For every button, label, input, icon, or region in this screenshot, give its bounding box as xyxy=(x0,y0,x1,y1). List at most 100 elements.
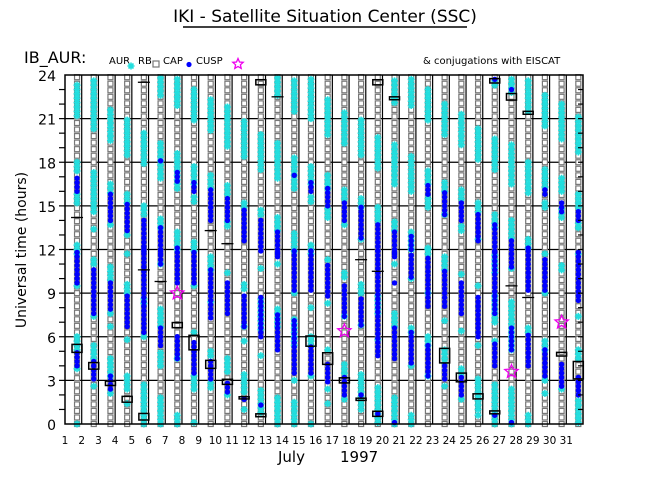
rb-marker xyxy=(241,244,248,251)
rb-marker xyxy=(90,329,97,336)
day-column-25 xyxy=(472,74,484,428)
cap-marker xyxy=(141,290,147,296)
rb-marker xyxy=(207,322,214,329)
cap-marker xyxy=(258,325,264,331)
rb-marker xyxy=(441,93,448,100)
cap-marker xyxy=(375,335,381,341)
cap-marker xyxy=(91,280,97,286)
aur-marker xyxy=(207,347,215,355)
rb-marker xyxy=(174,132,181,140)
cap-marker xyxy=(308,348,314,354)
rb-marker xyxy=(558,355,565,362)
cap-marker xyxy=(375,287,381,293)
rb-marker xyxy=(441,139,448,146)
aur-marker xyxy=(140,202,148,210)
cap-marker xyxy=(74,262,80,269)
aur-marker xyxy=(524,235,532,243)
aur-marker xyxy=(324,385,332,393)
day-column-8 xyxy=(188,74,200,428)
cap-marker xyxy=(107,204,114,211)
rb-marker xyxy=(491,113,498,120)
aur-marker xyxy=(391,260,399,268)
cap-marker xyxy=(124,297,130,304)
rb-marker xyxy=(341,87,348,94)
cap-marker xyxy=(341,287,348,293)
cap-marker xyxy=(174,347,180,353)
rb-marker xyxy=(424,381,432,388)
rb-marker xyxy=(207,231,214,238)
rb-marker xyxy=(90,244,97,251)
cap-marker xyxy=(408,329,414,336)
rb-marker xyxy=(541,237,549,244)
cap-marker xyxy=(208,288,214,295)
cap-marker xyxy=(358,300,364,307)
rb-marker xyxy=(357,159,365,166)
cap-marker xyxy=(124,319,130,325)
rb-marker xyxy=(140,355,147,362)
rb-marker xyxy=(257,87,264,94)
day-column-11 xyxy=(238,74,250,428)
cap-marker xyxy=(241,323,247,330)
cap-marker xyxy=(141,316,147,322)
cap-marker xyxy=(191,344,197,350)
aur-marker xyxy=(223,182,231,190)
rb-marker xyxy=(124,172,131,179)
rb-marker xyxy=(558,87,565,94)
cap-marker xyxy=(191,254,197,260)
rb-marker xyxy=(241,159,248,166)
cap-marker xyxy=(157,338,164,344)
cap-marker xyxy=(191,357,197,363)
cap-marker xyxy=(191,271,197,277)
rb-marker xyxy=(324,237,331,244)
cap-marker xyxy=(408,338,414,344)
rb-marker xyxy=(374,198,381,205)
y-tick-label: 0 xyxy=(47,418,56,434)
rb-marker xyxy=(474,113,482,120)
aur-marker xyxy=(240,371,248,379)
aur-marker xyxy=(340,109,348,117)
x-tick-label: 9 xyxy=(195,435,202,447)
rb-marker xyxy=(341,335,348,343)
cap-marker xyxy=(308,366,314,372)
cap-marker xyxy=(458,280,465,286)
cap-marker xyxy=(141,312,147,318)
rb-marker xyxy=(441,224,448,231)
eiscat-conjunction-box xyxy=(138,412,150,421)
aur-marker xyxy=(407,152,415,160)
cusp-marker xyxy=(168,284,186,301)
day-column-16 xyxy=(321,74,334,428)
rb-marker xyxy=(174,191,181,199)
rb-marker xyxy=(374,362,381,369)
x-tick-label: 31 xyxy=(560,435,573,447)
rb-marker xyxy=(357,355,365,362)
cap-marker xyxy=(492,249,498,256)
rb-marker xyxy=(408,368,415,375)
cap-marker xyxy=(141,264,147,270)
cap-marker xyxy=(208,358,214,365)
cap-marker xyxy=(274,320,281,327)
day-column-20 xyxy=(388,74,401,428)
x-tick-label: 18 xyxy=(342,435,355,447)
cap-marker xyxy=(341,383,348,389)
cap-marker xyxy=(291,352,297,359)
cap-marker xyxy=(324,185,331,192)
rb-marker xyxy=(124,237,131,244)
cap-marker xyxy=(291,261,297,267)
cap-marker xyxy=(124,206,130,212)
rb-marker xyxy=(107,100,114,107)
cap-marker xyxy=(208,310,214,317)
cap-marker xyxy=(341,213,348,219)
cap-marker xyxy=(391,238,398,244)
cap-marker xyxy=(542,347,548,353)
cap-marker xyxy=(107,306,114,312)
rb-marker xyxy=(224,172,231,179)
rb-marker xyxy=(257,283,264,290)
rb-marker xyxy=(441,335,448,343)
rb-marker xyxy=(207,159,214,166)
cap-marker xyxy=(358,304,364,311)
cap-marker xyxy=(208,217,214,224)
rb-marker xyxy=(174,316,181,323)
cap-marker xyxy=(308,278,314,285)
cap-marker xyxy=(224,208,231,215)
rb-marker xyxy=(207,401,214,408)
